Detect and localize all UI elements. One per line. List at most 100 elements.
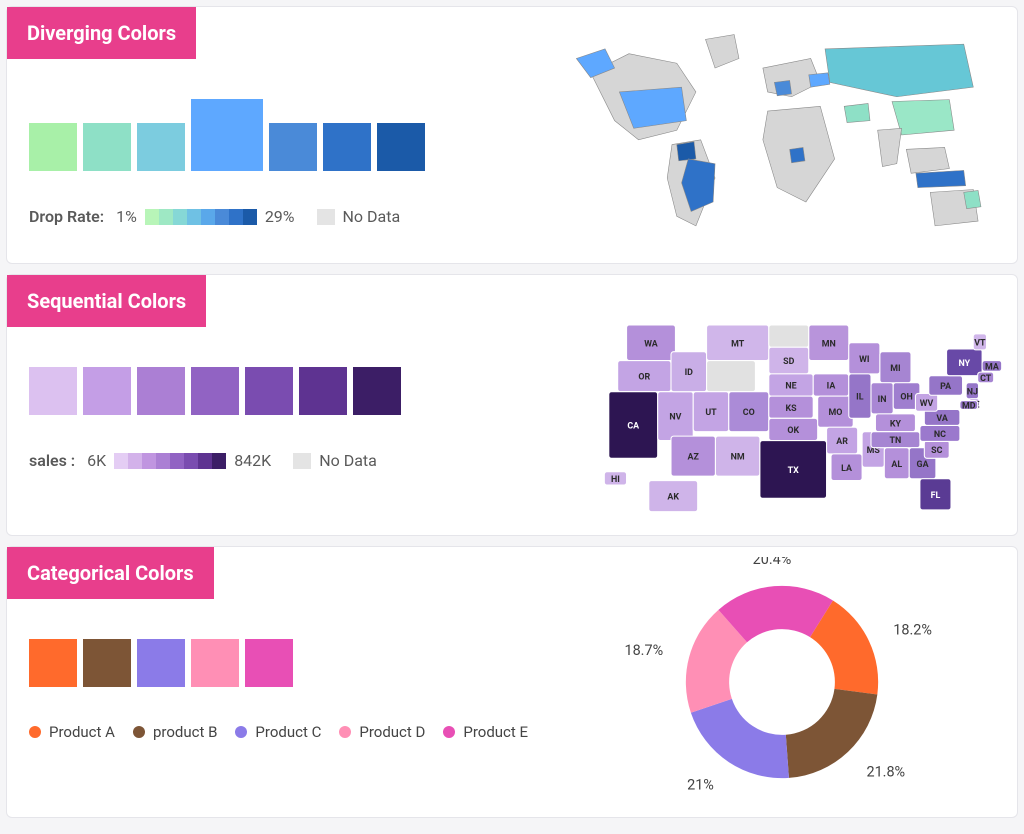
color-swatch: [245, 367, 293, 415]
state-ok: [769, 418, 818, 440]
color-swatch: [83, 367, 131, 415]
sequential-legend-max: 842K: [234, 451, 271, 470]
diverging-swatches: [29, 99, 547, 171]
country-ukraine: [809, 73, 830, 87]
country-greenland: [705, 35, 738, 68]
color-swatch: [191, 99, 263, 171]
color-swatch: [29, 367, 77, 415]
donut-label: 18.2%: [893, 621, 932, 638]
state-wa: [627, 325, 676, 361]
us-map: WAORCANVIDMTUTCOAZNMSDNEKSOKTXMNIAMOARLA…: [561, 285, 1021, 525]
legend-label: Product A: [49, 723, 115, 741]
country-france: [774, 80, 791, 95]
state-ak: [649, 481, 698, 512]
legend-label: Product D: [359, 723, 425, 741]
diverging-legend-max: 29%: [265, 207, 295, 226]
legend-dot: [339, 726, 351, 738]
sequential-swatches: [29, 367, 547, 415]
sequential-legend-min: 6K: [87, 451, 106, 470]
color-swatch: [137, 639, 185, 687]
state-il: [849, 374, 871, 418]
legend-label: product B: [153, 723, 217, 741]
country-india: [878, 128, 902, 166]
state-al: [884, 448, 909, 479]
diverging-legend-min: 1%: [116, 207, 137, 226]
color-swatch: [323, 123, 371, 171]
categorical-left: Categorical Colors Product Aproduct BPro…: [7, 547, 547, 817]
world-map: [562, 20, 1002, 250]
diverging-gradient: [145, 209, 257, 225]
diverging-legend: Drop Rate: 1% 29% No Data: [29, 207, 547, 226]
sequential-legend-label: sales :: [29, 451, 75, 470]
color-swatch: [29, 123, 77, 171]
donut-slice: [786, 689, 878, 778]
state-nj: [966, 383, 978, 399]
state-ct: [978, 372, 994, 383]
legend-item: Product A: [29, 723, 115, 741]
state-ar: [827, 427, 858, 454]
color-swatch: [191, 639, 239, 687]
color-swatch: [83, 123, 131, 171]
state-co: [729, 392, 769, 432]
state-la: [831, 454, 862, 481]
nodata-swatch: [293, 453, 311, 469]
color-swatch: [137, 123, 185, 171]
sequential-gradient: [114, 453, 226, 469]
donut-label: 20.4%: [753, 557, 792, 568]
color-swatch: [191, 367, 239, 415]
state-pa: [929, 376, 963, 396]
state-vt: [973, 334, 986, 350]
legend-label: Product E: [463, 723, 528, 741]
country-colombia: [677, 142, 696, 161]
state-mo: [818, 396, 854, 427]
country-nigeria: [790, 147, 805, 162]
state-tn: [871, 432, 920, 448]
legend-dot: [443, 726, 455, 738]
state-ia: [813, 374, 849, 396]
state-ny: [947, 349, 983, 376]
us-map-container: WAORCANVIDMTUTCOAZNMSDNEKSOKTXMNIAMOARLA…: [547, 275, 1024, 535]
state-ne: [769, 374, 813, 396]
country-seasia: [906, 147, 949, 173]
legend-item: Product C: [235, 723, 321, 741]
legend-dot: [235, 726, 247, 738]
state-hi: [604, 472, 626, 485]
state-ky: [875, 414, 915, 432]
state-sd: [769, 347, 809, 374]
categorical-legend: Product A product B Product C Product D Prod…: [29, 723, 547, 741]
sequential-nodata-label: No Data: [319, 451, 377, 470]
state-mn: [809, 325, 849, 361]
categorical-title: Categorical Colors: [7, 547, 214, 599]
categorical-swatches: [29, 639, 547, 687]
color-swatch: [245, 639, 293, 687]
sequential-left: Sequential Colors sales : 6K 842K No Dat…: [7, 275, 547, 535]
state-mt: [707, 325, 769, 361]
color-swatch: [353, 367, 401, 415]
state-sc: [924, 441, 949, 459]
legend-label: Product C: [255, 723, 321, 741]
diverging-nodata-label: No Data: [343, 207, 401, 226]
donut-label: 21.8%: [866, 763, 905, 780]
state-or: [618, 361, 671, 392]
country-indonesia: [916, 170, 966, 187]
country-russia: [825, 44, 973, 97]
state-nd: [769, 325, 809, 347]
state-ut: [693, 392, 729, 432]
categorical-card: Categorical Colors Product Aproduct BPro…: [6, 546, 1018, 818]
state-in: [871, 383, 893, 414]
diverging-title: Diverging Colors: [7, 7, 196, 59]
legend-dot: [133, 726, 145, 738]
diverging-legend-label: Drop Rate:: [29, 207, 104, 226]
country-australia-part: [964, 190, 981, 208]
world-map-container: [547, 7, 1017, 263]
state-wv: [915, 393, 937, 411]
donut-label: 18.7%: [624, 642, 663, 659]
color-swatch: [269, 123, 317, 171]
state-nv: [658, 392, 694, 441]
legend-item: Product D: [339, 723, 425, 741]
color-swatch: [299, 367, 347, 415]
color-swatch: [29, 639, 77, 687]
country-iran: [844, 103, 870, 122]
diverging-left: Diverging Colors Drop Rate: 1% 29% No Da…: [7, 7, 547, 263]
state-ma: [982, 361, 1002, 372]
